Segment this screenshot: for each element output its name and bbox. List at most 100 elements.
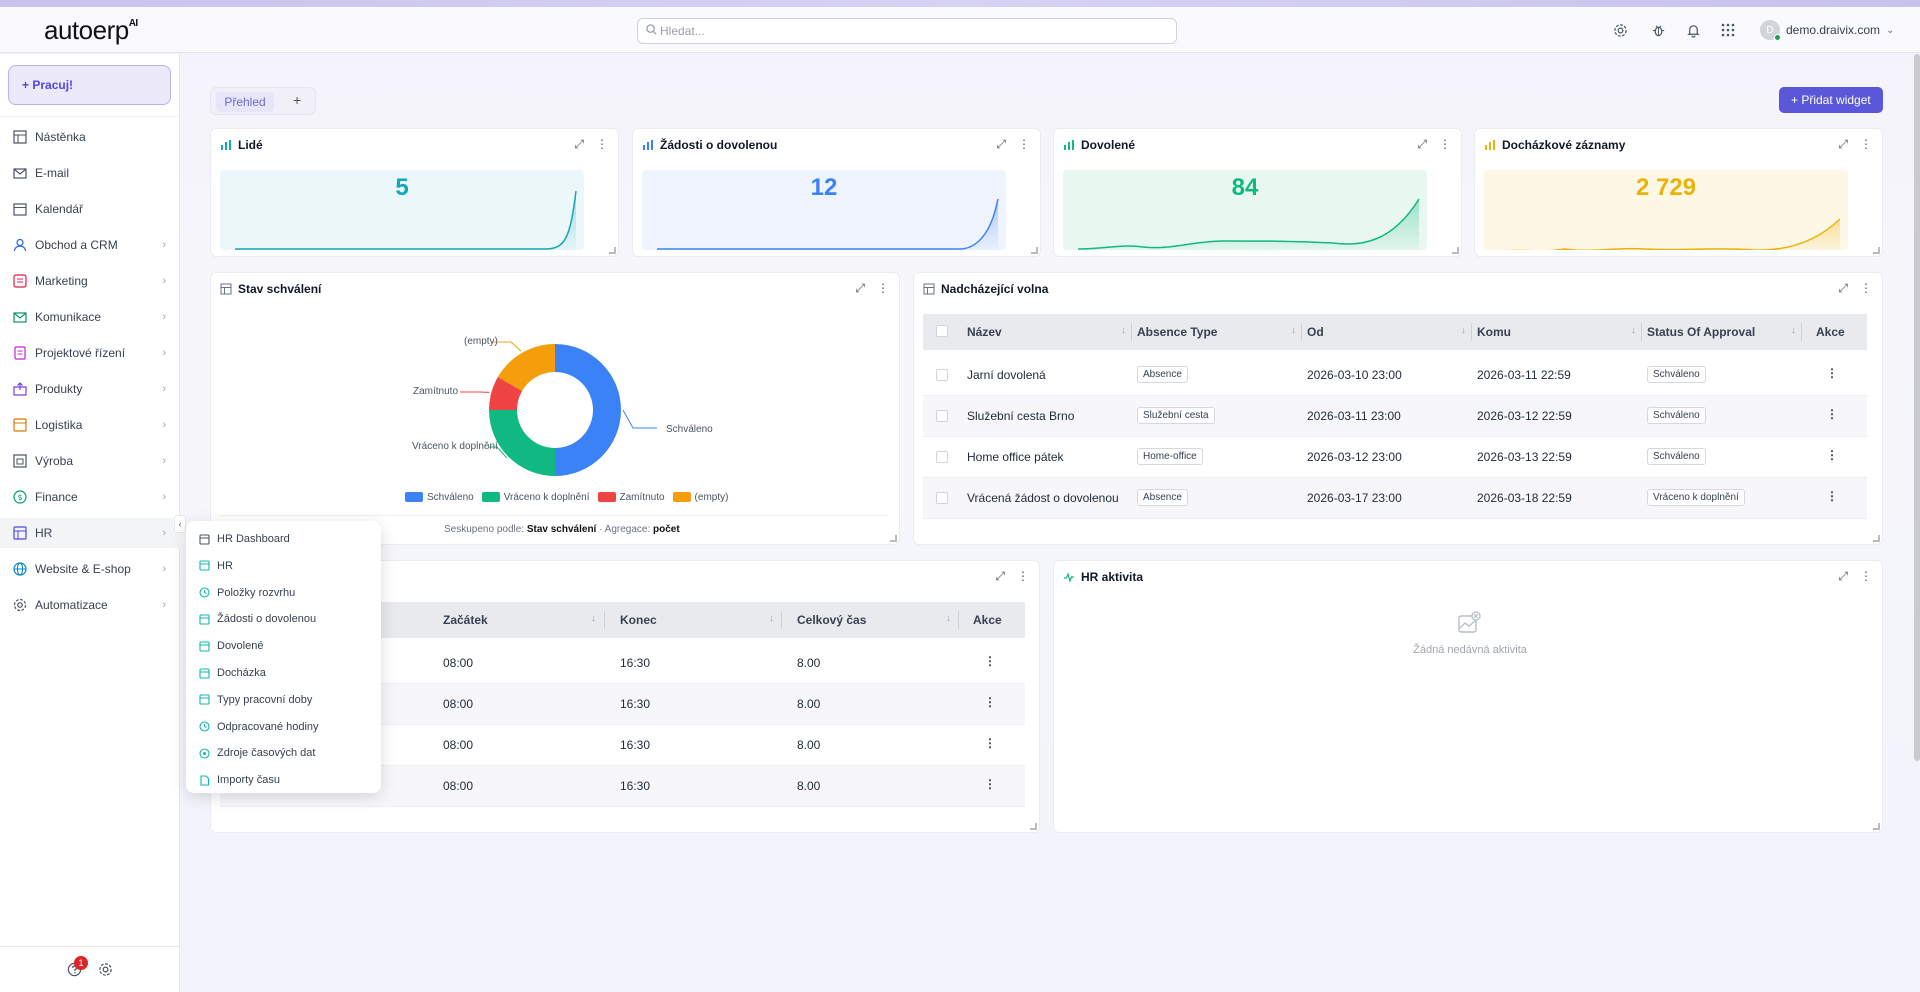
expand-icon[interactable]: ⤢ xyxy=(1838,281,1848,295)
sidebar-item-7[interactable]: Projektové řízení › xyxy=(0,338,180,368)
hr-submenu-item[interactable]: Dovolené xyxy=(199,633,263,659)
expand-icon[interactable]: ⤢ xyxy=(1838,569,1848,583)
legend-item[interactable]: (empty) xyxy=(672,492,728,503)
sidebar-item-6[interactable]: Komunikace › xyxy=(0,302,180,332)
resize-handle[interactable] xyxy=(1873,823,1880,830)
search-input[interactable]: Hledat... xyxy=(637,18,1177,44)
hr-submenu-item[interactable]: Odpracované hodiny xyxy=(199,714,319,740)
sidebar-item-2[interactable]: E-mail xyxy=(0,158,180,188)
pie-slice-2[interactable] xyxy=(489,410,555,476)
add-widget-button[interactable]: + Přidat widget xyxy=(1779,87,1883,113)
expand-icon[interactable]: ⤢ xyxy=(996,137,1006,151)
row-actions-icon[interactable]: ⋮ xyxy=(1826,407,1838,421)
sort-icon[interactable]: ↓ xyxy=(769,613,774,624)
expand-icon[interactable]: ⤢ xyxy=(574,137,584,151)
apps-grid-icon[interactable] xyxy=(1719,21,1737,39)
hr-submenu-item[interactable]: Položky rozvrhu xyxy=(199,580,295,606)
sidebar-settings-icon[interactable] xyxy=(98,962,113,980)
row-checkbox[interactable] xyxy=(936,451,948,463)
add-tab-button[interactable]: + xyxy=(293,92,302,108)
column-header[interactable]: Status Of Approval xyxy=(1647,325,1756,339)
more-icon[interactable]: ⋮ xyxy=(877,281,889,295)
expand-icon[interactable]: ⤢ xyxy=(995,569,1005,583)
sidebar-item-11[interactable]: $ Finance › xyxy=(0,482,180,512)
column-header[interactable]: Od xyxy=(1307,325,1324,339)
sort-icon[interactable]: ↓ xyxy=(1791,325,1796,336)
pie-slice-4[interactable] xyxy=(497,344,555,391)
hr-submenu-item[interactable]: HR Dashboard xyxy=(199,526,290,552)
hr-submenu-item[interactable]: Žádosti o dovolenou xyxy=(199,606,316,632)
more-icon[interactable]: ⋮ xyxy=(1860,137,1872,151)
sidebar-item-12[interactable]: HR › xyxy=(0,518,180,548)
sidebar-item-13[interactable]: Website & E-shop › xyxy=(0,554,180,584)
tab-prehled[interactable]: Přehled xyxy=(216,92,274,112)
row-checkbox[interactable] xyxy=(936,492,948,504)
sort-icon[interactable]: ↓ xyxy=(1631,325,1636,336)
table-row[interactable]: Vrácená žádost o dovolenou Absence 2026-03… xyxy=(923,478,1867,519)
sidebar-item-3[interactable]: Kalendář xyxy=(0,194,180,224)
expand-icon[interactable]: ⤢ xyxy=(855,281,865,295)
sidebar-item-9[interactable]: Logistika › xyxy=(0,410,180,440)
select-all-checkbox[interactable] xyxy=(936,325,948,337)
column-header[interactable]: Celkový čas xyxy=(797,613,867,627)
expand-icon[interactable]: ⤢ xyxy=(1838,137,1848,151)
sort-icon[interactable]: ↓ xyxy=(591,613,596,624)
more-icon[interactable]: ⋮ xyxy=(1860,281,1872,295)
row-actions-icon[interactable]: ⋮ xyxy=(984,777,996,791)
row-actions-icon[interactable]: ⋮ xyxy=(1826,366,1838,380)
sidebar-item-1[interactable]: Nástěnka xyxy=(0,122,180,152)
more-icon[interactable]: ⋮ xyxy=(1018,137,1030,151)
user-menu[interactable]: D demo.draivix.com ⌄ xyxy=(1760,20,1894,41)
resize-handle[interactable] xyxy=(1030,823,1037,830)
logo[interactable]: autoerpAI xyxy=(44,15,138,46)
more-icon[interactable]: ⋮ xyxy=(1860,569,1872,583)
resize-handle[interactable] xyxy=(609,247,616,254)
more-icon[interactable]: ⋮ xyxy=(1017,569,1029,583)
hr-submenu-item[interactable]: Importy času xyxy=(199,767,280,793)
resize-handle[interactable] xyxy=(890,535,897,542)
row-checkbox[interactable] xyxy=(936,369,948,381)
bell-icon[interactable] xyxy=(1684,21,1702,39)
more-icon[interactable]: ⋮ xyxy=(1439,137,1451,151)
hr-submenu-item[interactable]: Zdroje časových dat xyxy=(199,740,315,766)
row-checkbox[interactable] xyxy=(936,410,948,422)
table-row[interactable]: 08:00 16:30 8.00 ⋮ xyxy=(220,643,1025,684)
row-actions-icon[interactable]: ⋮ xyxy=(1826,489,1838,503)
resize-handle[interactable] xyxy=(1873,247,1880,254)
row-actions-icon[interactable]: ⋮ xyxy=(984,736,996,750)
page-scrollbar[interactable] xyxy=(1914,54,1920,761)
row-actions-icon[interactable]: ⋮ xyxy=(984,695,996,709)
pie-slice-3[interactable] xyxy=(489,377,523,410)
sort-icon[interactable]: ↓ xyxy=(1291,325,1296,336)
sidebar-item-8[interactable]: Produkty › xyxy=(0,374,180,404)
work-button[interactable]: + Pracuj! xyxy=(8,65,171,105)
expand-icon[interactable]: ⤢ xyxy=(1417,137,1427,151)
table-row[interactable]: Jarní dovolená Absence 2026-03-10 23:00 202… xyxy=(923,355,1867,396)
sort-icon[interactable]: ↓ xyxy=(946,613,951,624)
legend-item[interactable]: Vráceno k doplnění xyxy=(481,492,590,503)
collapse-sidebar-button[interactable]: ‹ xyxy=(174,515,186,533)
resize-handle[interactable] xyxy=(1873,535,1880,542)
table-row[interactable]: Home office pátek Home-office 2026-03-12 2… xyxy=(923,437,1867,478)
sort-icon[interactable]: ↓ xyxy=(1461,325,1466,336)
legend-item[interactable]: Schváleno xyxy=(405,492,474,503)
table-row[interactable]: Služební cesta Brno Služební cesta 2026-03… xyxy=(923,396,1867,437)
row-actions-icon[interactable]: ⋮ xyxy=(984,654,996,668)
column-header[interactable]: Konec xyxy=(620,613,657,627)
sidebar-item-10[interactable]: Výroba › xyxy=(0,446,180,476)
column-header[interactable]: Název xyxy=(967,325,1002,339)
sort-icon[interactable]: ↓ xyxy=(1121,325,1126,336)
row-actions-icon[interactable]: ⋮ xyxy=(1826,448,1838,462)
more-icon[interactable]: ⋮ xyxy=(596,137,608,151)
sidebar-item-14[interactable]: Automatizace › xyxy=(0,590,180,620)
bug-icon[interactable] xyxy=(1649,21,1667,39)
column-header[interactable]: Absence Type xyxy=(1137,325,1218,339)
hr-submenu-item[interactable]: HR xyxy=(199,553,233,579)
resize-handle[interactable] xyxy=(1452,247,1459,254)
sidebar-item-4[interactable]: Obchod a CRM › xyxy=(0,230,180,260)
sidebar-item-5[interactable]: Marketing › xyxy=(0,266,180,296)
pie-slice-1[interactable] xyxy=(555,344,621,476)
table-row[interactable]: 08:00 16:30 8.00 ⋮ xyxy=(220,725,1025,766)
resize-handle[interactable] xyxy=(1031,247,1038,254)
column-header[interactable]: Komu xyxy=(1477,325,1511,339)
